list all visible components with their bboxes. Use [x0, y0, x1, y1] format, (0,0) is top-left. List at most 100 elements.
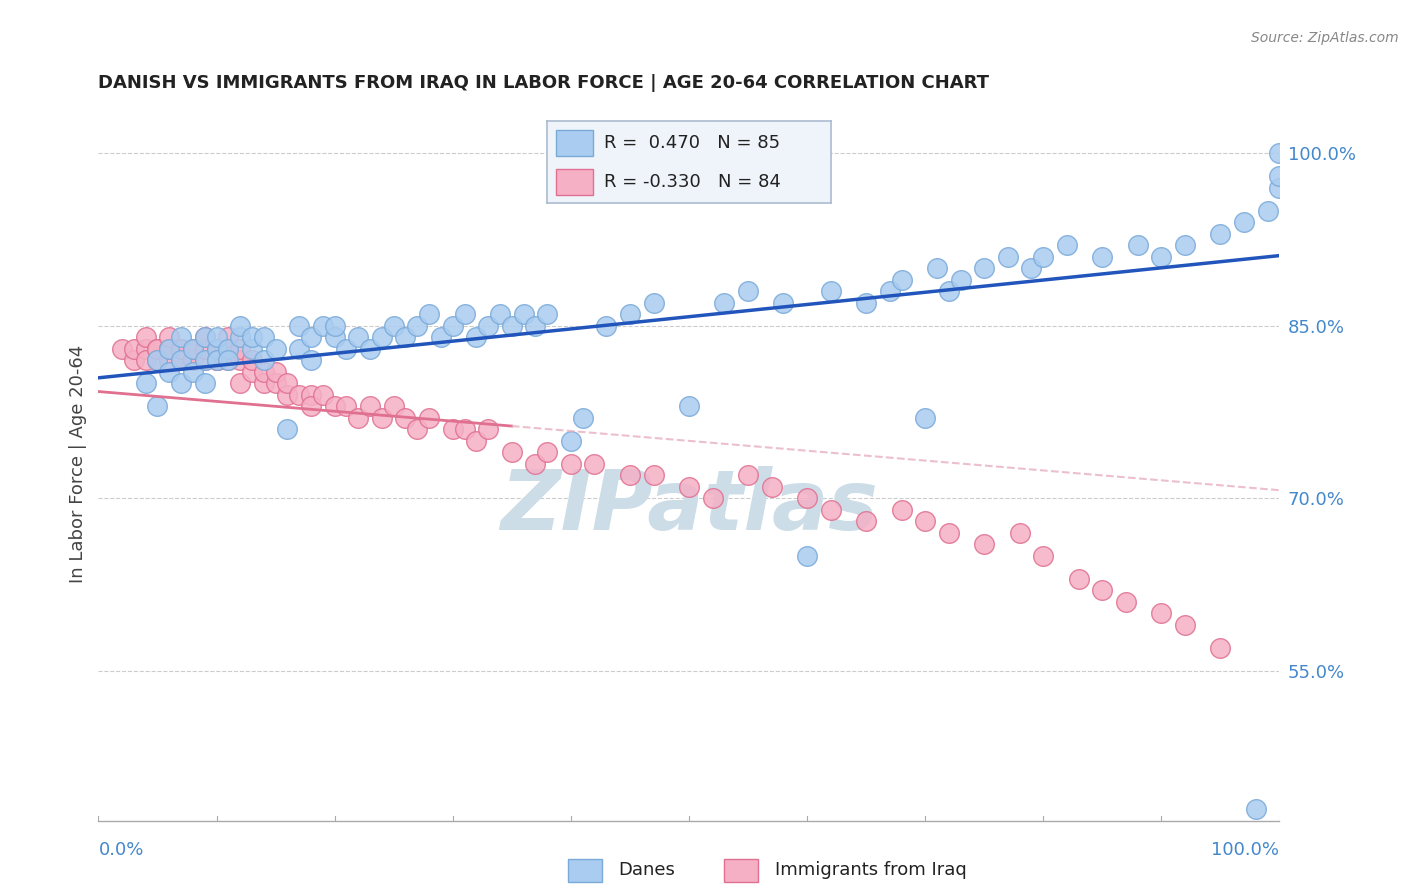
Text: Danes: Danes: [619, 861, 675, 879]
Point: [643, 295, 665, 310]
Point: [135, 353, 157, 368]
Point: [205, 353, 228, 368]
Point: [170, 342, 193, 356]
Point: [1209, 640, 1232, 655]
Point: [1174, 238, 1197, 252]
Point: [181, 342, 204, 356]
Point: [1091, 250, 1114, 264]
Point: [146, 353, 169, 368]
Point: [170, 353, 193, 368]
Point: [678, 399, 700, 413]
Point: [217, 342, 239, 356]
Point: [135, 376, 157, 391]
Point: [194, 353, 217, 368]
Point: [713, 295, 735, 310]
Point: [253, 376, 276, 391]
Point: [382, 399, 405, 413]
Point: [264, 376, 287, 391]
Point: [181, 365, 204, 379]
Point: [394, 410, 416, 425]
Point: [560, 457, 582, 471]
Point: [997, 250, 1019, 264]
Point: [194, 376, 217, 391]
Point: [702, 491, 724, 506]
Point: [217, 353, 239, 368]
Point: [276, 422, 298, 436]
Point: [299, 353, 322, 368]
Point: [879, 284, 901, 298]
Point: [288, 318, 311, 333]
Point: [181, 342, 204, 356]
Point: [217, 353, 239, 368]
Point: [1150, 607, 1173, 621]
Point: [347, 330, 370, 344]
Point: [536, 307, 558, 321]
Point: [135, 342, 157, 356]
Point: [157, 342, 180, 356]
Point: [914, 410, 936, 425]
Point: [855, 515, 877, 529]
Point: [194, 342, 217, 356]
Point: [973, 261, 995, 276]
Point: [1257, 203, 1279, 218]
Point: [1126, 238, 1149, 252]
Point: [157, 330, 180, 344]
Point: [938, 525, 960, 540]
Point: [855, 295, 877, 310]
Point: [359, 342, 381, 356]
Point: [146, 399, 169, 413]
Point: [1268, 169, 1291, 183]
Point: [1150, 250, 1173, 264]
Point: [583, 457, 606, 471]
Point: [335, 342, 357, 356]
Point: [890, 503, 912, 517]
Point: [229, 353, 252, 368]
Point: [359, 399, 381, 413]
Point: [453, 422, 475, 436]
Point: [299, 388, 322, 402]
Point: [1056, 238, 1078, 252]
Text: 100.0%: 100.0%: [1212, 841, 1279, 859]
Point: [501, 445, 523, 459]
Point: [205, 353, 228, 368]
Point: [205, 342, 228, 356]
Text: Immigrants from Iraq: Immigrants from Iraq: [775, 861, 966, 879]
Point: [571, 410, 593, 425]
Point: [253, 330, 276, 344]
Point: [240, 330, 263, 344]
Point: [205, 342, 228, 356]
Point: [229, 330, 252, 344]
Point: [170, 330, 193, 344]
Point: [1174, 618, 1197, 632]
Point: [229, 376, 252, 391]
Point: [288, 388, 311, 402]
Point: [371, 330, 394, 344]
Point: [323, 399, 346, 413]
Point: [323, 330, 346, 344]
Point: [205, 353, 228, 368]
Point: [890, 273, 912, 287]
Text: ZIPatlas: ZIPatlas: [501, 467, 877, 547]
Point: [560, 434, 582, 448]
Point: [240, 353, 263, 368]
Point: [914, 515, 936, 529]
Point: [524, 318, 547, 333]
Point: [122, 353, 145, 368]
Point: [194, 330, 217, 344]
Point: [512, 307, 534, 321]
Point: [217, 342, 239, 356]
Point: [465, 330, 488, 344]
Point: [1067, 572, 1090, 586]
Text: DANISH VS IMMIGRANTS FROM IRAQ IN LABOR FORCE | AGE 20-64 CORRELATION CHART: DANISH VS IMMIGRANTS FROM IRAQ IN LABOR …: [98, 74, 990, 92]
Point: [312, 388, 335, 402]
Point: [382, 318, 405, 333]
Point: [925, 261, 948, 276]
Point: [524, 457, 547, 471]
FancyBboxPatch shape: [724, 859, 758, 882]
Point: [761, 480, 783, 494]
Point: [181, 342, 204, 356]
Point: [205, 330, 228, 344]
Point: [170, 376, 193, 391]
Point: [146, 353, 169, 368]
Point: [418, 307, 440, 321]
